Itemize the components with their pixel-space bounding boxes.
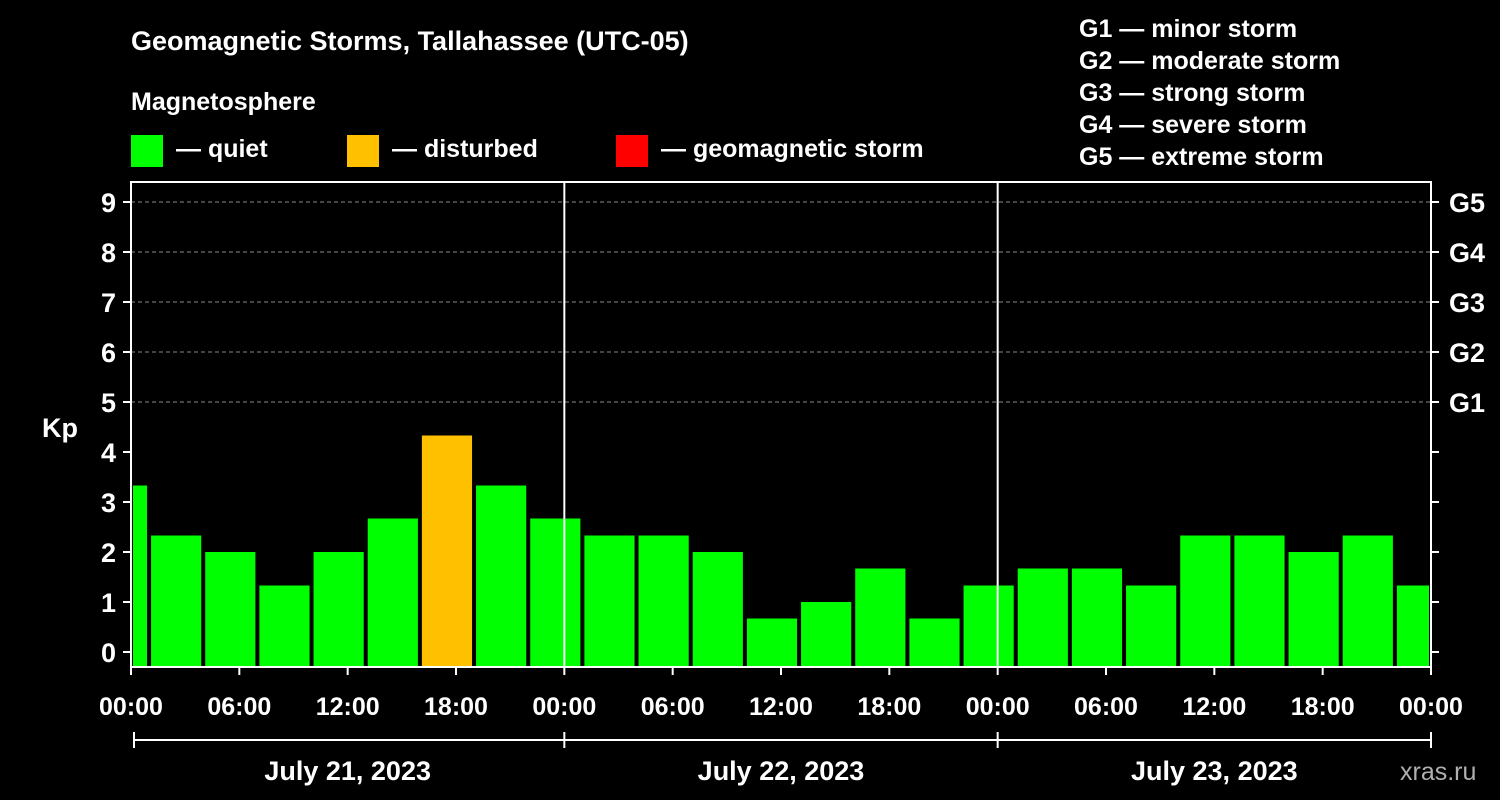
- kp-bar: [1180, 535, 1231, 667]
- right-axis-ticks: G1 G2 G3 G4 G5: [1431, 188, 1485, 653]
- status-legend: — quiet — disturbed — geomagnetic storm: [131, 135, 924, 167]
- kp-bar: [1396, 585, 1429, 667]
- kp-bar: [909, 618, 960, 667]
- x-tick-label: 00:00: [1399, 693, 1463, 721]
- day-label: July 21, 2023: [264, 756, 431, 786]
- kp-bar: [1288, 552, 1339, 667]
- legend-label-storm: — geomagnetic storm: [661, 135, 924, 163]
- kp-bar: [421, 435, 473, 667]
- y-tick-label: 9: [101, 188, 116, 218]
- x-tick-label: 00:00: [966, 693, 1030, 721]
- kp-bar: [584, 535, 635, 667]
- y-tick-label: 7: [101, 288, 116, 318]
- x-axis-ticks: 00:00 06:00 12:00 18:00 00:00 06:00 12:00 18:00…: [99, 667, 1463, 721]
- kp-bar: [801, 602, 852, 667]
- legend-swatch-quiet: [131, 135, 163, 167]
- storm-scale-g3: G3 — strong storm: [1079, 79, 1305, 107]
- kp-bar: [205, 552, 256, 667]
- right-tick-label: G3: [1449, 288, 1485, 318]
- kp-bar: [1017, 568, 1068, 667]
- kp-bar: [638, 535, 689, 667]
- y-tick-label: 5: [101, 388, 116, 418]
- legend-label-quiet: — quiet: [176, 135, 268, 163]
- y-tick-label: 0: [101, 638, 116, 668]
- kp-bar: [1126, 585, 1177, 667]
- x-tick-label: 18:00: [857, 693, 921, 721]
- kp-bar: [313, 552, 364, 667]
- y-axis-ticks: 0 1 2 3 4 5 6 7 8 9: [101, 188, 131, 668]
- storm-scale-g5: G5 — extreme storm: [1079, 143, 1324, 171]
- legend-swatch-storm: [616, 135, 648, 167]
- right-tick-label: G5: [1449, 188, 1485, 218]
- kp-bar: [855, 568, 906, 667]
- kp-bars: [133, 435, 1429, 667]
- kp-bar: [692, 552, 743, 667]
- legend-title: Magnetosphere: [131, 88, 316, 116]
- day-axis: July 21, 2023 July 22, 2023 July 23, 2023: [133, 732, 1432, 786]
- y-tick-label: 2: [101, 538, 116, 568]
- kp-bar: [476, 485, 527, 667]
- legend-label-disturbed: — disturbed: [392, 135, 538, 163]
- x-tick-label: 12:00: [316, 693, 380, 721]
- y-tick-label: 3: [101, 488, 116, 518]
- y-tick-label: 4: [101, 438, 116, 468]
- kp-bar: [1234, 535, 1285, 667]
- y-tick-label: 1: [101, 588, 116, 618]
- right-tick-label: G1: [1449, 388, 1485, 418]
- storm-scale-g2: G2 — moderate storm: [1079, 47, 1340, 75]
- watermark: xras.ru: [1400, 758, 1476, 786]
- right-tick-label: G2: [1449, 338, 1485, 368]
- y-tick-label: 6: [101, 338, 116, 368]
- x-tick-label: 06:00: [641, 693, 705, 721]
- right-tick-label: G4: [1449, 238, 1485, 268]
- kp-bar: [1342, 535, 1393, 667]
- y-axis-label: Kp: [42, 413, 78, 443]
- chart-title: Geomagnetic Storms, Tallahassee (UTC-05): [131, 26, 689, 56]
- x-tick-label: 12:00: [749, 693, 813, 721]
- storm-scale-g1: G1 — minor storm: [1079, 15, 1297, 43]
- kp-bar: [151, 535, 202, 667]
- storm-scale-legend: G1 — minor storm G2 — moderate storm G3 …: [1079, 15, 1340, 171]
- kp-bar: [367, 518, 418, 667]
- storm-scale-g4: G4 — severe storm: [1079, 111, 1307, 139]
- x-tick-label: 18:00: [424, 693, 488, 721]
- day-label: July 22, 2023: [698, 756, 865, 786]
- x-tick-label: 12:00: [1182, 693, 1246, 721]
- x-tick-label: 18:00: [1291, 693, 1355, 721]
- kp-bar: [133, 485, 148, 667]
- kp-bar: [1071, 568, 1123, 667]
- kp-bar: [963, 585, 1014, 667]
- kp-bar: [746, 618, 798, 667]
- y-tick-label: 8: [101, 238, 116, 268]
- x-tick-label: 06:00: [1074, 693, 1138, 721]
- x-tick-label: 06:00: [207, 693, 271, 721]
- legend-swatch-disturbed: [347, 135, 379, 167]
- x-tick-label: 00:00: [99, 693, 163, 721]
- kp-bar: [259, 585, 310, 667]
- gridlines: [131, 201, 1431, 403]
- kp-bar: [530, 518, 581, 667]
- day-label: July 23, 2023: [1131, 756, 1298, 786]
- x-tick-label: 00:00: [532, 693, 596, 721]
